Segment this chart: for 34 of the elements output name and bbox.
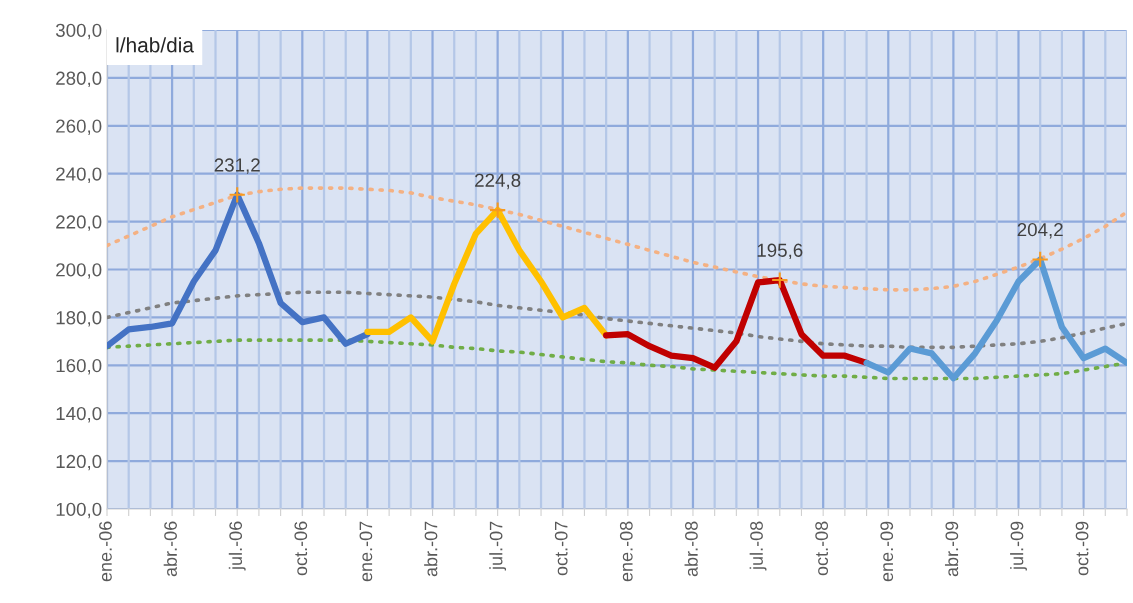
x-tick-label: jul.-07	[489, 521, 507, 571]
y-axis-title: l/hab/dia	[116, 37, 194, 53]
line-series	[107, 290, 1127, 350]
y-tick-label: 120,0	[56, 454, 102, 471]
y-tick-label: 240,0	[56, 167, 102, 183]
x-tick-label: jul.-09	[1010, 521, 1027, 571]
y-tick-label: 100,0	[56, 502, 102, 519]
x-tick-label: jul.-08	[749, 521, 767, 571]
y-tick-label: 280,0	[56, 71, 102, 88]
y-tick-label: 260,0	[56, 119, 102, 135]
data-label: 204,2	[1017, 223, 1063, 239]
x-tick-label: ene.-09	[880, 521, 894, 582]
x-tick-label: oct.-08	[815, 521, 829, 576]
x-tick-label: abr.-07	[424, 521, 438, 577]
x-tick-label: ene.-06	[99, 521, 112, 582]
x-tick-label: jul.-06	[228, 521, 246, 571]
x-tick-label: abr.-09	[944, 521, 959, 577]
y-tick-label: 140,0	[56, 406, 102, 423]
x-tick-label: oct.-09	[1075, 521, 1089, 576]
x-tick-label: abr.-06	[163, 521, 177, 577]
data-label: 195,6	[757, 243, 803, 260]
x-tick-label: ene.-07	[359, 521, 373, 582]
y-tick-label: 200,0	[56, 263, 102, 279]
data-label: 231,2	[214, 158, 260, 174]
point	[488, 201, 507, 219]
y-tick-label: 160,0	[56, 359, 102, 375]
x-tick-label: ene.-08	[619, 521, 633, 582]
x-tick-label: oct.-06	[294, 521, 308, 576]
data-label: 224,8	[475, 173, 521, 190]
x-tick-label: oct.-07	[554, 521, 568, 576]
x-tick-label: abr.-08	[684, 521, 698, 577]
y-tick-label: 300,0	[55, 23, 102, 40]
y-tick-label: 180,0	[56, 311, 102, 327]
y-tick-label: 220,0	[56, 215, 102, 231]
